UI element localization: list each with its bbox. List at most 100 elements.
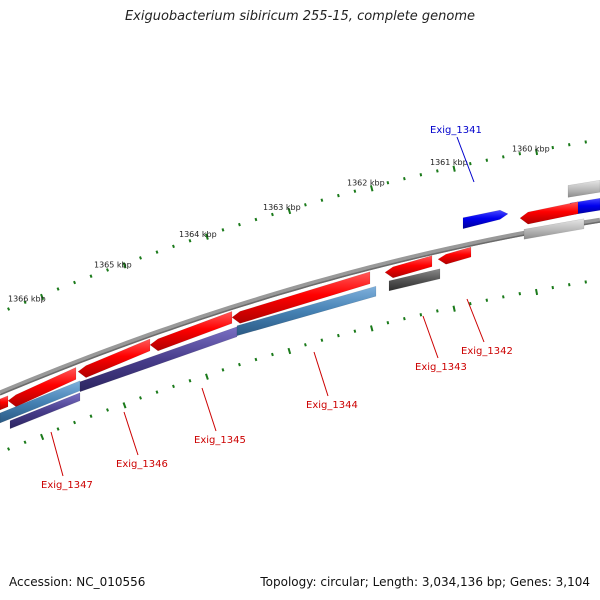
inner-tick <box>89 414 93 418</box>
inner-tick <box>23 440 27 444</box>
outer-tick <box>419 173 423 177</box>
cds-purple-left <box>9 392 81 430</box>
inner-tick <box>238 362 241 367</box>
gene-exig-1341 <box>462 209 509 230</box>
outer-tick <box>205 233 209 240</box>
inner-tick <box>122 402 127 409</box>
gene-leader-line <box>422 315 439 359</box>
cds-purple <box>79 326 238 393</box>
gene-outer-red <box>519 201 579 225</box>
inner-tick <box>452 305 456 312</box>
outer-tick <box>403 176 406 181</box>
inner-tick <box>518 291 522 296</box>
accession-text: Accession: NC_010556 <box>9 575 146 589</box>
genome-backbone-shadow <box>0 221 600 396</box>
outer-tick <box>238 222 241 227</box>
outer-tick <box>353 189 357 193</box>
genome-backbone <box>0 217 600 396</box>
gene-exig-1343-red <box>384 255 433 279</box>
outer-tick <box>469 161 472 166</box>
outer-tick <box>188 238 192 243</box>
kbp-label: 1360 kbp <box>512 145 550 154</box>
outer-tick <box>287 207 292 215</box>
gene-label: Exig_1344 <box>306 400 358 411</box>
gene-label: Exig_1342 <box>461 346 513 357</box>
gene-exig-1345-red <box>149 311 233 352</box>
inner-tick <box>502 295 505 299</box>
gene-leader-line <box>201 387 217 432</box>
outer-tick <box>254 217 258 222</box>
outer-tick <box>221 228 225 232</box>
outer-tick <box>172 244 175 249</box>
inner-tick <box>254 357 258 362</box>
inner-tick <box>188 378 192 383</box>
outer-tick <box>106 268 109 272</box>
outer-tick <box>485 158 489 162</box>
gene-label: Exig_1346 <box>116 459 168 470</box>
outer-tick <box>518 151 522 156</box>
inner-tick <box>568 283 571 287</box>
gene-label: Exig_1341 <box>430 125 482 136</box>
outer-tick <box>436 169 439 173</box>
inner-tick <box>172 384 175 389</box>
kbp-label: 1365 kbp <box>94 260 132 269</box>
gene-leader-line <box>456 136 475 183</box>
inner-tick <box>287 347 292 355</box>
gene-red-a <box>7 367 77 407</box>
cds-dark-gray <box>388 268 441 292</box>
outer-tick <box>155 250 159 254</box>
topology-summary: Topology: circular; Length: 3,034,136 bp… <box>260 575 590 589</box>
inner-tick <box>7 447 11 451</box>
inner-tick <box>56 427 60 431</box>
inner-tick <box>370 325 374 332</box>
outer-tick <box>89 274 93 278</box>
gene-exig-1346-red <box>77 338 151 378</box>
gene-leader-line <box>123 411 139 456</box>
outer-tick <box>386 181 390 185</box>
outer-tick <box>304 203 307 207</box>
cds-steel-b <box>236 285 377 337</box>
outer-tick <box>122 262 127 269</box>
outer-tick <box>320 198 324 202</box>
inner-tick <box>155 390 159 394</box>
outer-tick <box>452 165 456 172</box>
inner-tick <box>139 396 142 400</box>
gene-exig-1342-red <box>437 246 472 265</box>
inner-tick <box>419 313 423 317</box>
inner-tick <box>353 329 357 333</box>
outer-tick <box>73 280 77 285</box>
gene-leader-line <box>50 431 64 477</box>
inner-tick <box>535 288 539 296</box>
map-title: Exiguobacterium sibiricum 255-15, comple… <box>124 9 476 24</box>
outer-tick <box>23 300 27 304</box>
inner-tick <box>271 352 274 357</box>
inner-tick <box>304 343 307 347</box>
inner-tick <box>221 368 225 372</box>
inner-tick <box>40 433 45 441</box>
kbp-label: 1364 kbp <box>179 230 217 239</box>
kbp-label: 1361 kbp <box>430 158 468 167</box>
outer-tick <box>7 307 11 311</box>
outer-tick <box>56 287 60 291</box>
gene-label: Exig_1343 <box>415 362 467 373</box>
outer-tick <box>502 155 505 159</box>
inner-tick <box>436 309 439 313</box>
outer-tick <box>535 148 539 156</box>
gene-leader-line <box>466 298 485 343</box>
cds-light-gray <box>523 218 585 240</box>
gene-exig-1344-red <box>231 271 371 324</box>
gene-label: Exig_1345 <box>194 435 246 446</box>
inner-tick <box>205 373 209 380</box>
kbp-label: 1362 kbp <box>347 179 385 188</box>
outer-tick <box>370 185 374 192</box>
outer-tick <box>337 193 340 198</box>
outer-tick <box>568 143 571 147</box>
inner-tick <box>106 408 109 412</box>
kbp-label: 1363 kbp <box>263 203 301 212</box>
inner-tick <box>469 301 472 306</box>
gene-label: Exig_1347 <box>41 480 93 491</box>
outer-tick <box>271 212 274 217</box>
outer-tick <box>551 145 555 150</box>
outer-tick <box>40 293 45 301</box>
